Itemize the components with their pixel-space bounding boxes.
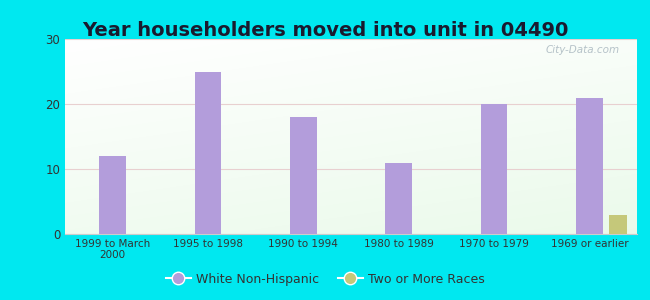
Bar	[194, 71, 222, 234]
Text: City-Data.com: City-Data.com	[546, 45, 620, 55]
Bar	[480, 104, 508, 234]
Bar	[99, 156, 126, 234]
Legend: White Non-Hispanic, Two or More Races: White Non-Hispanic, Two or More Races	[161, 268, 489, 291]
Bar	[576, 98, 603, 234]
Bar	[385, 163, 412, 234]
Text: Year householders moved into unit in 04490: Year householders moved into unit in 044…	[82, 21, 568, 40]
Bar	[290, 117, 317, 234]
Bar	[608, 214, 627, 234]
